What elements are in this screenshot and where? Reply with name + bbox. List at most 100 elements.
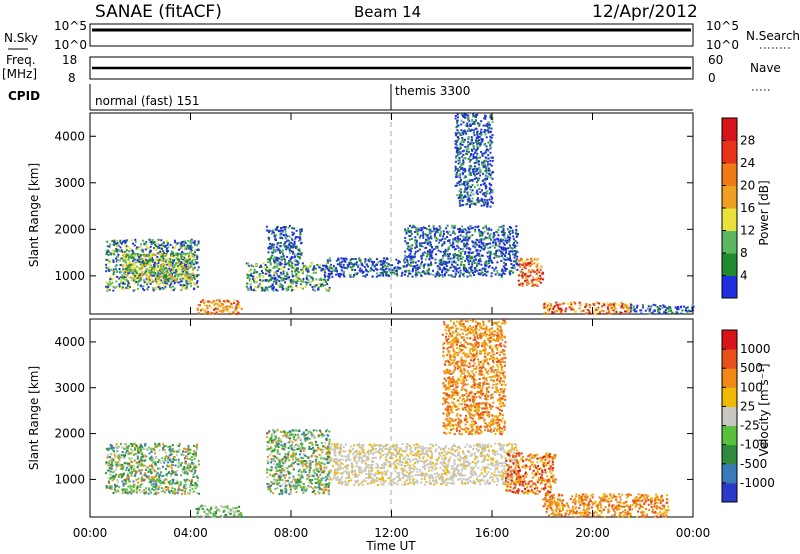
heatmap-cell [459, 161, 462, 164]
heatmap-cell [128, 269, 131, 272]
heatmap-cell [151, 258, 154, 261]
heatmap-cell [476, 254, 479, 257]
heatmap-cell [687, 310, 690, 312]
heatmap-cell [471, 138, 474, 141]
heatmap-cell [260, 280, 263, 283]
heatmap-cell [266, 288, 269, 291]
heatmap-cell [405, 255, 408, 258]
heatmap-cell [267, 247, 270, 250]
heatmap-cell [473, 266, 476, 269]
heatmap-cell [125, 466, 128, 469]
heatmap-cell [268, 279, 271, 282]
heatmap-cell [438, 262, 441, 265]
heatmap-cell [441, 271, 443, 274]
heatmap-cell [113, 253, 116, 256]
heatmap-cell [173, 275, 176, 278]
heatmap-cell [395, 272, 398, 275]
heatmap-cell [288, 242, 291, 245]
heatmap-cell [614, 303, 617, 306]
heatmap-cell [480, 150, 483, 153]
heatmap-cell [457, 169, 459, 172]
heatmap-cell [205, 514, 208, 517]
heatmap-cell [163, 284, 165, 287]
heatmap-cell [181, 280, 184, 283]
heatmap-cell [232, 506, 234, 509]
heatmap-cell [445, 264, 448, 267]
heatmap-cell [488, 123, 491, 126]
heatmap-cell [258, 273, 261, 276]
heatmap-cell [287, 288, 290, 291]
heatmap-cell [361, 271, 364, 274]
heatmap-cell [434, 231, 437, 234]
heatmap-cell [285, 247, 288, 249]
heatmap-cell [456, 116, 459, 119]
heatmap-cell [279, 262, 282, 265]
heatmap-cell [124, 444, 127, 447]
heatmap-cell [472, 141, 475, 144]
heatmap-cell [455, 174, 458, 177]
heatmap-cell [222, 306, 224, 309]
heatmap-cell [124, 481, 127, 484]
heatmap-cell [190, 253, 193, 256]
heatmap-cell [605, 311, 608, 314]
heatmap-cell [279, 472, 282, 475]
heatmap-cell [130, 279, 133, 282]
heatmap-cell [679, 306, 682, 309]
heatmap-cell [238, 306, 240, 309]
heatmap-cell [295, 284, 298, 287]
heatmap-cell [174, 271, 177, 274]
heatmap-cell [454, 160, 457, 163]
heatmap-cell [152, 480, 155, 483]
heatmap-cell [318, 266, 321, 269]
heatmap-cell [266, 229, 269, 232]
heatmap-cell [115, 270, 118, 273]
heatmap-cell [277, 257, 280, 260]
heatmap-cell [502, 246, 505, 249]
heatmap-cell [153, 260, 156, 262]
heatmap-cell [187, 284, 190, 287]
heatmap-cell [106, 251, 108, 254]
heatmap-cell [272, 245, 275, 248]
heatmap-cell [131, 445, 134, 447]
heatmap-cell [253, 272, 256, 274]
heatmap-cell [484, 163, 487, 166]
heatmap-cell [526, 258, 529, 261]
heatmap-cell [463, 275, 466, 278]
heatmap-cell [298, 253, 301, 256]
heatmap-cell [137, 451, 140, 454]
heatmap-cell [120, 249, 123, 252]
heatmap-cell [287, 243, 290, 246]
heatmap-cell [189, 251, 192, 254]
heatmap-cell [353, 274, 356, 276]
heatmap-cell [127, 446, 130, 449]
heatmap-cell [127, 485, 130, 488]
heatmap-cell [471, 169, 474, 171]
heatmap-cell [256, 280, 259, 283]
heatmap-cell [681, 309, 684, 312]
heatmap-cell [166, 243, 169, 246]
heatmap-cell [452, 261, 455, 264]
heatmap-cell [146, 260, 149, 263]
heatmap-cell [184, 259, 186, 262]
heatmap-cell [536, 263, 539, 266]
heatmap-cell [146, 262, 149, 265]
heatmap-cell [134, 446, 137, 449]
heatmap-cell [299, 233, 302, 236]
heatmap-cell [150, 476, 153, 479]
heatmap-cell [275, 281, 278, 284]
heatmap-cell [164, 457, 167, 460]
heatmap-cell [450, 274, 453, 277]
heatmap-cell [520, 263, 523, 266]
heatmap-cell [312, 272, 315, 274]
heatmap-cell [152, 288, 155, 291]
heatmap-cell [423, 272, 426, 275]
heatmap-cell [137, 477, 140, 480]
heatmap-cell [137, 446, 140, 449]
heatmap-cell [218, 310, 221, 313]
heatmap-cell [270, 285, 273, 288]
heatmap-cell [267, 251, 270, 254]
heatmap-cell [338, 263, 341, 266]
heatmap-cell [275, 239, 277, 242]
heatmap-cell [481, 267, 484, 270]
heatmap-cell [409, 245, 412, 248]
